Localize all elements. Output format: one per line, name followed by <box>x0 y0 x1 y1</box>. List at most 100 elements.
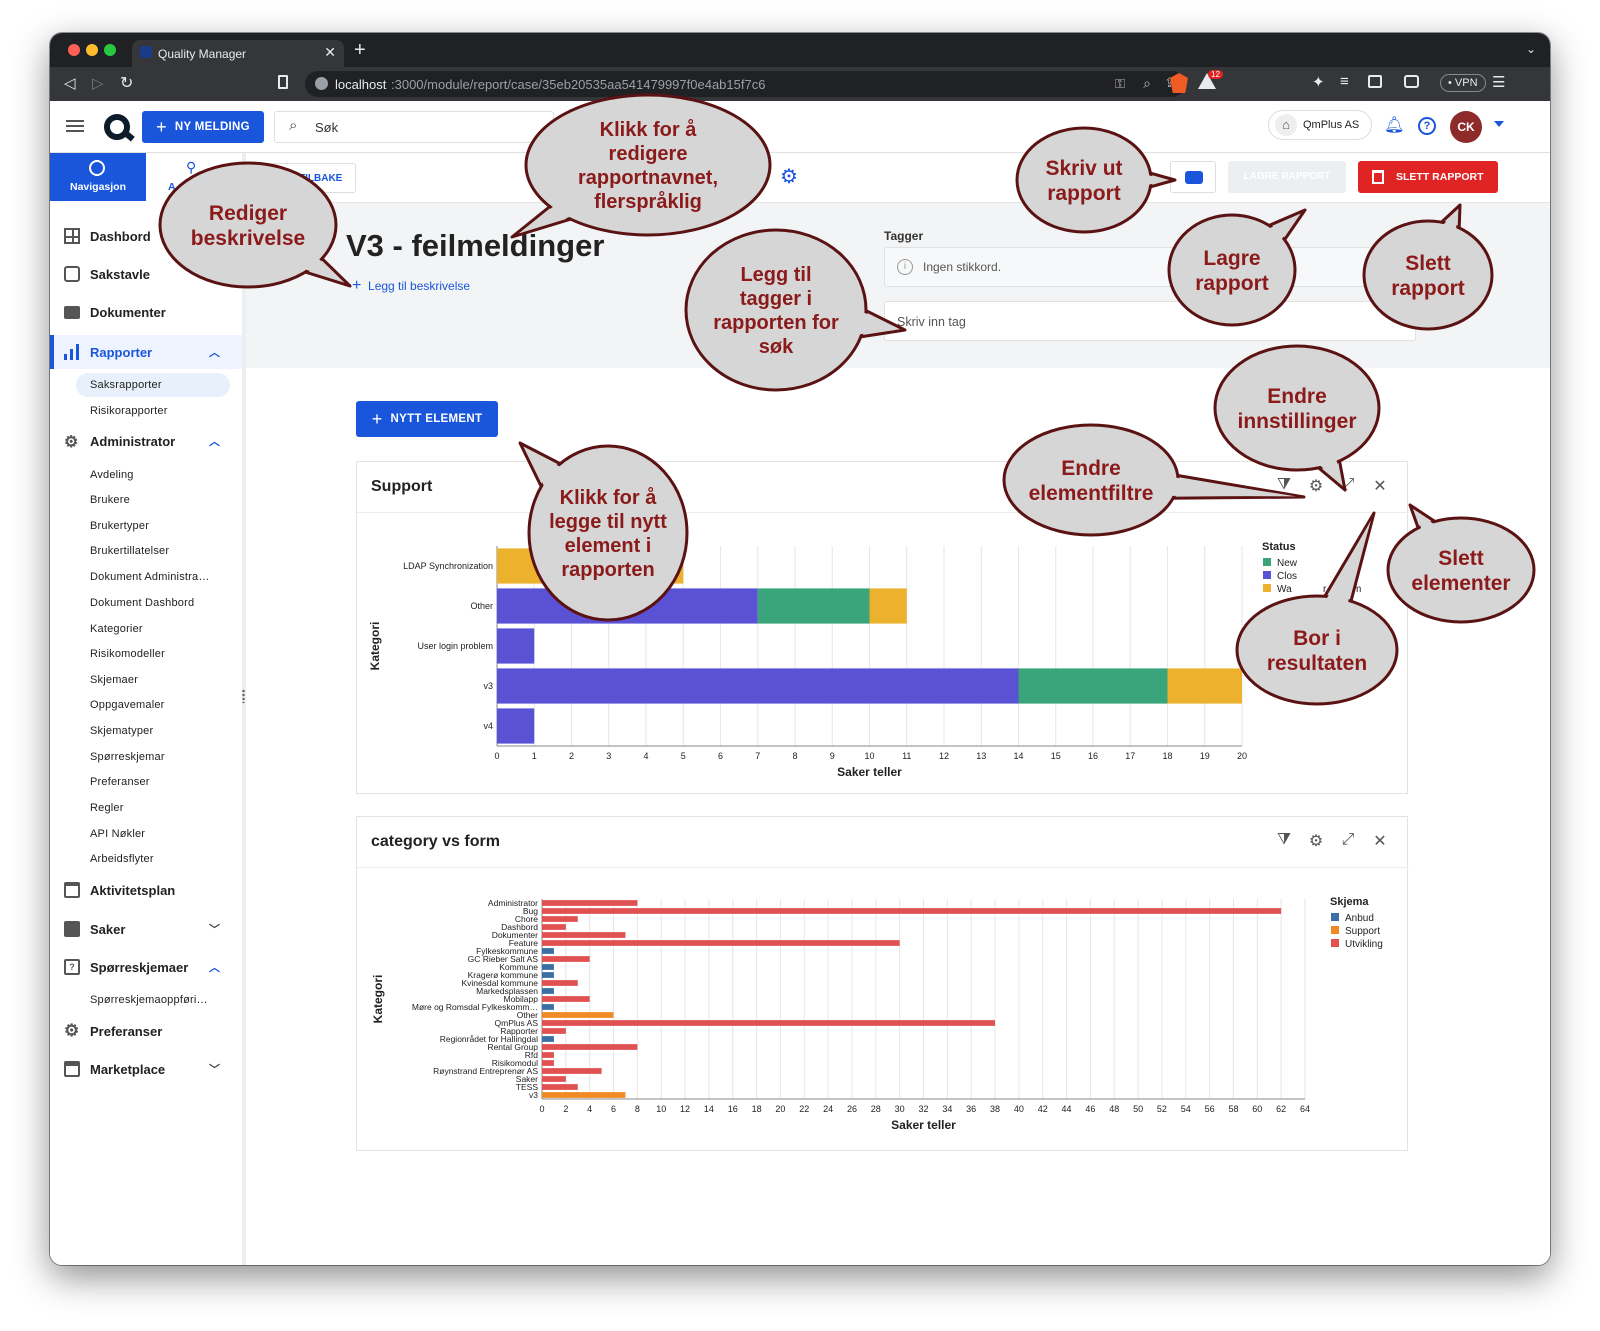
report-settings-gear-icon[interactable]: ⚙ <box>780 166 798 188</box>
playlist-icon[interactable]: ≡ <box>1340 73 1349 90</box>
sidebar-subitem-admin[interactable]: Risikomodeller <box>90 648 165 660</box>
sidebar-subitem-admin[interactable]: Skjemaer <box>90 674 139 686</box>
bar <box>542 996 590 1002</box>
sidebar-subitem-admin[interactable]: Arbeidsflyter <box>90 853 154 865</box>
key-icon[interactable]: ⚿ <box>1115 76 1125 91</box>
avatar-menu-chevron-icon[interactable] <box>1494 121 1504 127</box>
bubble-text-line: Skriv ut <box>1045 157 1122 180</box>
filter-icon[interactable]: ⧩ <box>1276 476 1292 493</box>
add-description-link[interactable]: + Legg til beskrivelse <box>352 277 470 295</box>
hamburger-menu-icon[interactable] <box>66 120 84 122</box>
element-settings-gear-icon[interactable]: ⚙ <box>1308 833 1324 850</box>
tag-input[interactable]: Skriv inn tag <box>884 301 1416 341</box>
sidebar-item-rapporter[interactable]: Rapporter ︿ <box>50 335 242 369</box>
tag-list: i Ingen stikkord. <box>884 247 1416 287</box>
x-tick-label: 5 <box>681 751 686 761</box>
element-settings-gear-icon[interactable]: ⚙ <box>1308 478 1324 495</box>
bar <box>497 628 535 664</box>
new-tab-icon[interactable]: + <box>354 39 366 61</box>
x-tick-label: 34 <box>942 1104 952 1114</box>
browser-tab[interactable]: Quality Manager ✕ <box>132 40 344 67</box>
tab-list-icon[interactable]: ⌄ <box>1525 42 1536 56</box>
x-tick-label: 20 <box>775 1104 785 1114</box>
bubble-text-line: rapporten for <box>713 312 839 334</box>
company-selector[interactable]: ⌂ QmPlus AS <box>1268 110 1372 140</box>
url-field[interactable]: localhost :3000/module/report/case/35eb2… <box>305 71 1185 97</box>
bubble-body <box>684 228 868 392</box>
sidebar-item-aktivitetsplan[interactable]: Aktivitetsplan <box>50 873 242 907</box>
brave-rewards-icon[interactable]: 12 <box>1198 70 1223 91</box>
sidebar-subitem-admin[interactable]: Brukertillatelser <box>90 545 170 557</box>
wallet-icon[interactable] <box>1404 75 1419 88</box>
x-tick-label: 54 <box>1181 1104 1191 1114</box>
forward-nav-icon[interactable]: ▷ <box>92 75 104 92</box>
sidebar-subitem-sporreskjema[interactable]: Spørreskjemaoppføri… <box>90 994 208 1006</box>
x-tick-label: 8 <box>792 751 797 761</box>
sidebar-resize-handle[interactable] <box>242 689 245 703</box>
notifications-bell-icon[interactable]: 🔔︎ <box>1384 117 1405 134</box>
extensions-icon[interactable]: ✦ <box>1312 74 1325 91</box>
close-tab-icon[interactable]: ✕ <box>324 44 336 60</box>
browser-menu-icon[interactable]: ☰ <box>1492 74 1506 91</box>
bar <box>542 980 578 986</box>
share-icon[interactable]: ⇪ <box>1164 75 1175 90</box>
tab-navigation[interactable]: Navigasjon <box>50 153 146 201</box>
filter-icon[interactable]: ⧩ <box>1276 831 1292 848</box>
legend-swatch <box>1331 913 1339 921</box>
sidebar-subitem-admin[interactable]: Kategorier <box>90 623 143 635</box>
new-message-button[interactable]: + NY MELDING <box>142 111 264 143</box>
print-button[interactable] <box>1170 161 1216 193</box>
sidebar-subitem-admin[interactable]: Skjematyper <box>90 725 154 737</box>
new-element-button[interactable]: + NYTT ELEMENT <box>356 401 498 437</box>
sidebar-item-saker[interactable]: Saker ﹀ <box>50 912 242 946</box>
reload-icon[interactable]: ↻ <box>120 75 134 92</box>
sidebar-toggle-icon[interactable] <box>1368 75 1382 88</box>
brave-shield-icon[interactable] <box>1170 73 1188 93</box>
y-tick-label: Kragerø kommune <box>468 970 539 980</box>
save-report-button[interactable]: LAGRE RAPPORT <box>1228 161 1346 193</box>
sidebar-subitem-saksrapporter[interactable]: Saksrapporter <box>90 379 162 391</box>
avatar[interactable]: CK <box>1450 111 1482 143</box>
sidebar-subitem-admin[interactable]: Dokument Administra… <box>90 571 210 583</box>
bar <box>542 1044 638 1050</box>
qm-logo-icon[interactable] <box>104 114 130 140</box>
x-tick-label: 15 <box>1051 751 1061 761</box>
x-tick-label: 48 <box>1109 1104 1119 1114</box>
sidebar-item-dokumenter[interactable]: Dokumenter <box>50 295 242 329</box>
sidebar-subitem-admin[interactable]: Spørreskjemar <box>90 751 165 763</box>
sidebar-subitem-admin[interactable]: API Nøkler <box>90 828 146 840</box>
sidebar-subitem-admin[interactable]: Brukertyper <box>90 520 150 532</box>
delete-report-button[interactable]: SLETT RAPPORT <box>1358 161 1498 193</box>
close-window-button[interactable] <box>68 44 80 56</box>
sidebar-subitem-admin[interactable]: Regler <box>90 802 124 814</box>
sidebar-subitem-risikorapporter[interactable]: Risikorapporter <box>90 405 168 417</box>
sidebar-item-sporreskjemaer[interactable]: ? Spørreskjemaer ︿ <box>50 950 242 984</box>
bar <box>542 972 554 978</box>
report-title[interactable]: V3 - feilmeldinger <box>346 228 605 263</box>
sidebar-item-administrator[interactable]: ⚙ Administrator ︿ <box>50 424 242 458</box>
sidebar-item-sakstavle[interactable]: Sakstavle <box>50 257 242 291</box>
sidebar-subitem-admin[interactable]: Avdeling <box>90 469 134 481</box>
bubble-text: Slett rapport <box>1391 252 1465 300</box>
maximize-window-button[interactable] <box>104 44 116 56</box>
sidebar-subitem-admin[interactable]: Dokument Dashbord <box>90 597 195 609</box>
close-element-icon[interactable]: ✕ <box>1373 833 1387 850</box>
vpn-button[interactable]: • VPN <box>1440 74 1486 92</box>
sidebar-subitem-admin[interactable]: Preferanser <box>90 776 150 788</box>
zoom-icon[interactable]: ⌕ <box>1143 75 1151 91</box>
x-tick-label: 6 <box>611 1104 616 1114</box>
minimize-window-button[interactable] <box>86 44 98 56</box>
expand-drill-icon[interactable]: ⤢ <box>1341 831 1355 848</box>
bookmark-icon[interactable] <box>278 75 288 89</box>
back-nav-icon[interactable]: ◁ <box>64 75 76 92</box>
site-info-icon[interactable] <box>315 77 328 90</box>
sidebar-item-preferanser[interactable]: ⚙ Preferanser <box>50 1014 242 1048</box>
sidebar-item-dashbord[interactable]: Dashbord <box>50 219 242 253</box>
sidebar-subitem-admin[interactable]: Brukere <box>90 494 130 506</box>
help-icon[interactable]: ? <box>1418 117 1436 135</box>
close-element-icon[interactable]: ✕ <box>1373 478 1387 495</box>
sidebar-subitem-admin[interactable]: Oppgavemaler <box>90 699 165 711</box>
x-tick-label: 9 <box>830 751 835 761</box>
x-tick-label: 7 <box>755 751 760 761</box>
sidebar-item-marketplace[interactable]: Marketplace ﹀ <box>50 1052 242 1086</box>
